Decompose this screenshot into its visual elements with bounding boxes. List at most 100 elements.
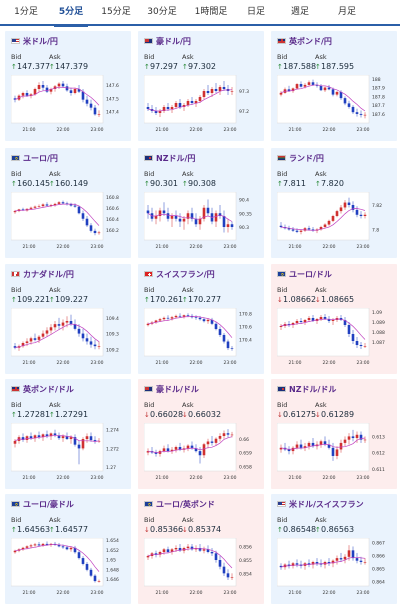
flag-icon xyxy=(11,386,20,392)
pair-name[interactable]: ユーロ/ドル xyxy=(289,269,332,279)
ask-label: Ask xyxy=(315,53,327,61)
candle-body xyxy=(307,82,311,85)
chart-svg: 97.3 97.2 21:00 22:00 23:00 xyxy=(144,75,249,133)
candlestick-chart[interactable]: 0.856 0.855 0.854 21:00 22:00 23:00 xyxy=(144,538,258,598)
candlestick-chart[interactable]: 90.4 90.35 90.3 21:00 22:00 23:00 xyxy=(144,192,258,252)
card-header: NZドル/ドル xyxy=(277,383,336,395)
tab-7[interactable]: 月足 xyxy=(337,7,356,17)
candlestick-chart[interactable]: 1.274 1.272 1.27 21:00 22:00 23:00 xyxy=(11,423,125,483)
ask-label: Ask xyxy=(49,401,61,409)
chart-svg: 188 187.9 187.8 187.7 187.6 21:00 22:00 23:00 xyxy=(277,75,385,133)
candle-body xyxy=(335,91,339,95)
candle-body xyxy=(226,433,230,435)
rate-card[interactable]: 豪ドル/円 Bid Ask ↑97.297 ↑97.302 97.3 97.2 21:00 22… xyxy=(138,31,264,141)
rate-card[interactable]: 米ドル/スイスフラン Bid Ask ↑0.86548 ↑0.86563 0.867 0.8… xyxy=(271,494,397,604)
tab-6[interactable]: 週足 xyxy=(290,7,309,17)
candlestick-chart[interactable]: 0.66 0.659 0.658 21:00 22:00 23:00 xyxy=(144,423,258,483)
rate-card[interactable]: ユーロ/円 Bid Ask ↑160.145 ↑160.149 160.8 160.6 160… xyxy=(5,148,131,258)
candle-body xyxy=(214,438,218,443)
candle-body xyxy=(158,210,162,216)
rate-card[interactable]: 英ポンド/ドル Bid Ask ↑1.27281 ↑1.27291 1.274 1.272 1… xyxy=(5,379,131,489)
y-tick-label: 170.6 xyxy=(239,324,252,330)
rate-card[interactable]: NZドル/円 Bid Ask ↑90.301 ↑90.308 90.4 90.35 90.3 2… xyxy=(138,148,264,258)
pair-name[interactable]: 豪ドル/円 xyxy=(156,36,191,46)
x-tick-label: 21:00 xyxy=(156,244,169,250)
candle-body xyxy=(198,548,202,551)
pair-name[interactable]: 米ドル/円 xyxy=(23,36,58,46)
pair-name[interactable]: ユーロ/英ポンド xyxy=(156,499,215,509)
candle-body xyxy=(49,89,53,92)
pair-name[interactable]: 豪ドル/ドル xyxy=(156,384,199,394)
candlestick-chart[interactable]: 160.8 160.6 160.4 160.2 21:00 22:00 23:00 xyxy=(11,192,125,252)
bid-price: ↑147.377 xyxy=(11,62,51,71)
pair-name[interactable]: カナダドル/円 xyxy=(23,269,74,279)
candle-body xyxy=(327,444,331,448)
rate-card[interactable]: カナダドル/円 Bid Ask ↑109.221 ↑109.227 109.4 109.3 1… xyxy=(5,264,131,374)
rate-card[interactable]: ランド/円 Bid Ask ↑7.811 ↑7.820 7.82 7.8 21:00 22:00… xyxy=(271,148,397,258)
trend-arrow-icon: ↑ xyxy=(11,411,17,419)
candle-body xyxy=(13,211,17,213)
y-tick-label: 1.65 xyxy=(106,558,116,564)
tab-5[interactable]: 日足 xyxy=(246,7,265,17)
rate-card[interactable]: スイスフラン/円 Bid Ask ↑170.261 ↑170.277 170.8 170.6… xyxy=(138,264,264,374)
pair-name[interactable]: NZドル/円 xyxy=(156,153,196,163)
bid-label: Bid xyxy=(144,53,155,61)
candlestick-chart[interactable]: 0.867 0.866 0.865 0.864 21:00 22:00 23:00 xyxy=(277,538,391,598)
rate-card[interactable]: 英ポンド/円 Bid Ask ↑187.588 ↑187.595 188 187.9 187.… xyxy=(271,31,397,141)
candlestick-chart[interactable]: 97.3 97.2 21:00 22:00 23:00 xyxy=(144,75,258,135)
rate-card[interactable]: ユーロ/豪ドル Bid Ask ↑1.64563 ↑1.64577 1.654 1.652 1… xyxy=(5,494,131,604)
trend-arrow-icon: ↓ xyxy=(144,411,150,419)
x-tick-label: 22:00 xyxy=(323,475,336,481)
rate-card[interactable]: ユーロ/ドル Bid Ask ↓1.08662 ↓1.08665 1.09 1.089 1.0… xyxy=(271,264,397,374)
pair-name[interactable]: NZドル/ドル xyxy=(289,384,337,394)
candle-body xyxy=(327,562,331,564)
y-tick-label: 1.089 xyxy=(372,320,385,326)
candlestick-chart[interactable]: 7.82 7.8 21:00 22:00 23:00 xyxy=(277,192,391,252)
ask-label: Ask xyxy=(315,286,327,294)
candle-body xyxy=(343,98,347,104)
y-tick-label: 147.4 xyxy=(106,110,119,116)
candle-body xyxy=(170,317,174,319)
tab-3[interactable]: 30分足 xyxy=(147,7,177,17)
x-tick-label: 23:00 xyxy=(357,244,370,250)
ask-label: Ask xyxy=(315,516,327,524)
candle-body xyxy=(319,441,323,445)
tab-0[interactable]: 1分足 xyxy=(14,7,38,17)
x-tick-label: 23:00 xyxy=(224,244,237,250)
rate-card[interactable]: ユーロ/英ポンド Bid Ask ↓0.85366 ↓0.85374 0.856 0.855… xyxy=(138,494,264,604)
candlestick-chart[interactable]: 1.654 1.652 1.65 1.648 1.646 21:00 22:00 23:00 xyxy=(11,538,125,598)
pair-name[interactable]: ユーロ/円 xyxy=(23,153,58,163)
pair-name[interactable]: 英ポンド/ドル xyxy=(23,384,74,394)
candle-body xyxy=(218,87,222,91)
bid-price: ↑1.27281 xyxy=(11,410,51,419)
tab-4[interactable]: 1時間足 xyxy=(194,7,228,17)
y-tick-label: 7.8 xyxy=(372,227,379,233)
candle-body xyxy=(97,581,101,582)
candlestick-chart[interactable]: 109.4 109.3 109.2 21:00 22:00 23:00 xyxy=(11,308,125,368)
y-tick-label: 160.2 xyxy=(106,228,119,234)
candlestick-chart[interactable]: 170.8 170.6 170.4 21:00 22:00 23:00 xyxy=(144,308,258,368)
pair-name[interactable]: ユーロ/豪ドル xyxy=(23,499,74,509)
candle-body xyxy=(49,433,53,437)
ask-label: Ask xyxy=(315,170,327,178)
y-tick-label: 160.4 xyxy=(106,217,119,223)
rate-card[interactable]: 豪ドル/ドル Bid Ask ↓0.66028 ↓0.66032 0.66 0.659 0.6… xyxy=(138,379,264,489)
pair-name[interactable]: スイスフラン/円 xyxy=(156,269,215,279)
tab-1[interactable]: 5分足 xyxy=(50,4,92,27)
candle-body xyxy=(33,544,37,546)
rate-card[interactable]: 米ドル/円 Bid Ask ↑147.377 ↑147.379 147.6 147.5 147… xyxy=(5,31,131,141)
candlestick-chart[interactable]: 1.09 1.089 1.088 1.087 21:00 22:00 23:00 xyxy=(277,308,391,368)
rate-card[interactable]: NZドル/ドル Bid Ask ↓0.61275 ↓0.61289 0.613 0.612 0… xyxy=(271,379,397,489)
candlestick-chart[interactable]: 188 187.9 187.8 187.7 187.6 21:00 22:00 23:00 xyxy=(277,75,391,135)
candlestick-chart[interactable]: 147.6 147.5 147.4 21:00 22:00 23:00 xyxy=(11,75,125,135)
candle-body xyxy=(222,433,226,436)
pair-name[interactable]: ランド/円 xyxy=(289,153,324,163)
candle-body xyxy=(13,98,17,100)
candlestick-chart[interactable]: 0.613 0.612 0.611 21:00 22:00 23:00 xyxy=(277,423,391,483)
chart-svg: 147.6 147.5 147.4 21:00 22:00 23:00 xyxy=(11,75,119,133)
tab-2[interactable]: 15分足 xyxy=(101,7,131,17)
candle-body xyxy=(65,547,69,550)
pair-name[interactable]: 英ポンド/円 xyxy=(289,36,332,46)
moving-average-line xyxy=(280,437,366,450)
pair-name[interactable]: 米ドル/スイスフラン xyxy=(289,499,364,509)
